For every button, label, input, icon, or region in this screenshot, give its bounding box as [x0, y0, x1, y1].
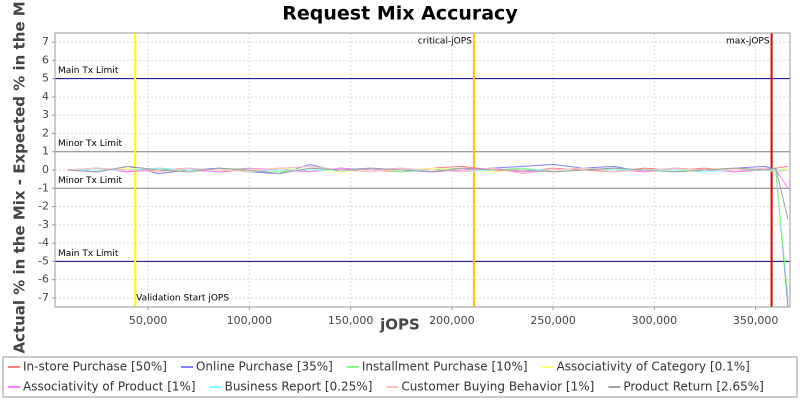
- plot-border: [54, 32, 791, 308]
- y-tick-label: 5: [42, 72, 49, 85]
- legend-label: Installment Purchase [10%]: [362, 360, 528, 374]
- legend-box: [2, 356, 798, 398]
- x-tick-label: 50,000: [129, 314, 168, 327]
- y-tick-label: 1: [42, 145, 49, 158]
- legend-label: Associativity of Product [1%]: [23, 380, 196, 394]
- x-tick-label: 150,000: [328, 314, 374, 327]
- legend-label: Product Return [2.65%]: [623, 380, 764, 394]
- series-line: [67, 165, 789, 175]
- series-line: [67, 165, 789, 220]
- x-tick-label: 300,000: [632, 314, 678, 327]
- series-lines: [67, 164, 789, 307]
- marker-label: Minor Tx Limit: [58, 139, 123, 149]
- y-tick-label: 0: [42, 163, 49, 176]
- x-axis-label: jOPS: [379, 316, 420, 334]
- y-tick-label: -2: [38, 200, 49, 213]
- y-tick-label: 3: [42, 108, 49, 121]
- legend-label: Business Report [0.25%]: [225, 380, 373, 394]
- marker-label: Main Tx Limit: [58, 249, 119, 259]
- x-tick-label: 350,000: [733, 314, 779, 327]
- x-tick-label: 200,000: [429, 314, 475, 327]
- y-tick-label: 6: [42, 53, 49, 66]
- marker-label: max-jOPS: [726, 37, 770, 47]
- legend-label: Customer Buying Behavior [1%]: [401, 380, 594, 394]
- y-axis-label: Actual % in the Mix - Expected % in the …: [11, 0, 29, 354]
- x-tick-label: 100,000: [227, 314, 273, 327]
- legend-label: Online Purchase [35%]: [196, 360, 333, 374]
- x-tick-label: 250,000: [530, 314, 576, 327]
- y-tick-label: -7: [38, 291, 49, 304]
- y-tick-label: -5: [38, 254, 49, 267]
- y-tick-label: 7: [42, 35, 49, 48]
- legend-label: In-store Purchase [50%]: [23, 360, 167, 374]
- marker-label: Validation Start jOPS: [136, 294, 229, 304]
- marker-label: Minor Tx Limit: [58, 176, 123, 186]
- y-tick-label: -6: [38, 273, 49, 286]
- y-tick-label: 4: [42, 90, 49, 103]
- y-tick-label: 2: [42, 126, 49, 139]
- legend-label: Associativity of Category [0.1%]: [557, 360, 750, 374]
- y-tick-label: -3: [38, 218, 49, 231]
- marker-label: critical-jOPS: [418, 37, 472, 47]
- y-tick-label: -1: [38, 181, 49, 194]
- marker-label: Main Tx Limit: [58, 66, 119, 76]
- y-tick-label: -4: [38, 236, 49, 249]
- chart-title: Request Mix Accuracy: [282, 3, 518, 25]
- legend: In-store Purchase [50%] Online Purchase […: [8, 360, 764, 394]
